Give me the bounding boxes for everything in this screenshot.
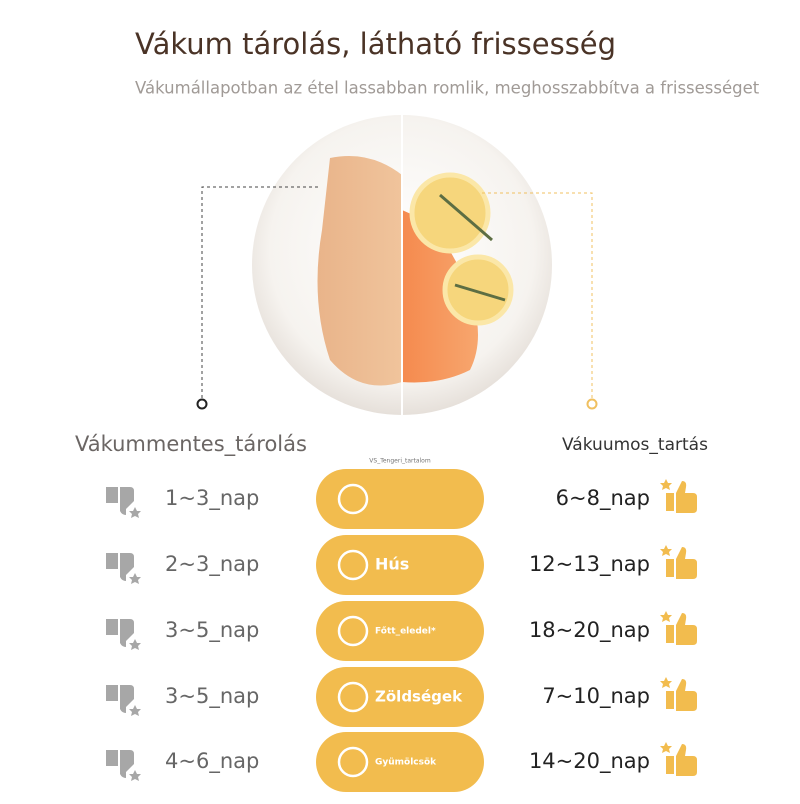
- plate-photo: [252, 115, 552, 415]
- thumb-up-icon: [666, 679, 697, 711]
- star-icon: [660, 677, 672, 688]
- category-pill: [316, 667, 484, 727]
- left-duration: 4~6_nap: [165, 749, 259, 774]
- rosemary: [439, 193, 506, 302]
- left-label: Vákummentes_tárolás: [75, 432, 307, 457]
- category-label: Főtt_eledel*: [375, 627, 436, 637]
- star-icon: [129, 573, 141, 584]
- thumb-up-icon: [666, 481, 697, 513]
- thumb-up-icon: [666, 744, 697, 776]
- star-icon: [660, 545, 672, 556]
- lemon: [409, 172, 491, 254]
- thumb-up-icon: [666, 613, 697, 645]
- star-icon: [660, 479, 672, 490]
- left-duration: 1~3_nap: [165, 486, 259, 511]
- category-label: Zöldségek: [375, 688, 463, 706]
- thumb-down-icon: [106, 619, 134, 647]
- star-icon: [129, 639, 141, 650]
- category-icon: [337, 681, 369, 713]
- category-pill: [316, 601, 484, 661]
- pointer-line: [482, 192, 593, 398]
- category-icon: [337, 549, 369, 581]
- star-icon: [129, 705, 141, 716]
- category-label: Hús: [375, 555, 409, 574]
- thumb-down-icon: [106, 750, 134, 778]
- category-icon: [337, 615, 369, 647]
- rows: 1~3_nap 6~8_nap 2~3_nap Hús 12~13_nap 3~5_nap…: [106, 469, 697, 792]
- right-duration: 14~20_nap: [529, 749, 650, 774]
- pointer-dot: [586, 398, 598, 410]
- thumb-up-icon: [666, 547, 697, 579]
- right-duration: 7~10_nap: [542, 684, 650, 709]
- subtitle: Vákumállapotban az étel lassabban romlik…: [135, 79, 760, 98]
- category-pill: [316, 469, 484, 529]
- star-icon: [129, 507, 141, 518]
- thumb-down-icon: [106, 553, 134, 581]
- right-duration: 12~13_nap: [529, 552, 650, 577]
- right-duration: 18~20_nap: [529, 618, 650, 643]
- right-label: Vákuumos_tartás: [562, 435, 708, 455]
- fresh-salmon: [402, 210, 478, 383]
- pointer-line: [201, 186, 318, 398]
- pointer-dot: [196, 398, 208, 410]
- category-label: Gyümölcsök: [375, 758, 437, 768]
- thumb-down-icon: [106, 685, 134, 713]
- star-icon: [660, 742, 672, 753]
- star-icon: [660, 611, 672, 622]
- category-icon: [337, 746, 369, 778]
- title: Vákum tárolás, látható frissesség: [135, 27, 616, 61]
- left-duration: 3~5_nap: [165, 684, 259, 709]
- thumb-down-icon: [106, 487, 134, 515]
- left-duration: 3~5_nap: [165, 618, 259, 643]
- category-pill: [316, 535, 484, 595]
- lemon: [442, 254, 514, 326]
- right-duration: 6~8_nap: [556, 486, 650, 511]
- pale-salmon: [317, 156, 402, 386]
- category-pill: [316, 732, 484, 792]
- center-note: VS_Tengeri_tartalom: [369, 458, 431, 465]
- left-duration: 2~3_nap: [165, 552, 259, 577]
- category-icon: [337, 483, 369, 515]
- star-icon: [129, 770, 141, 781]
